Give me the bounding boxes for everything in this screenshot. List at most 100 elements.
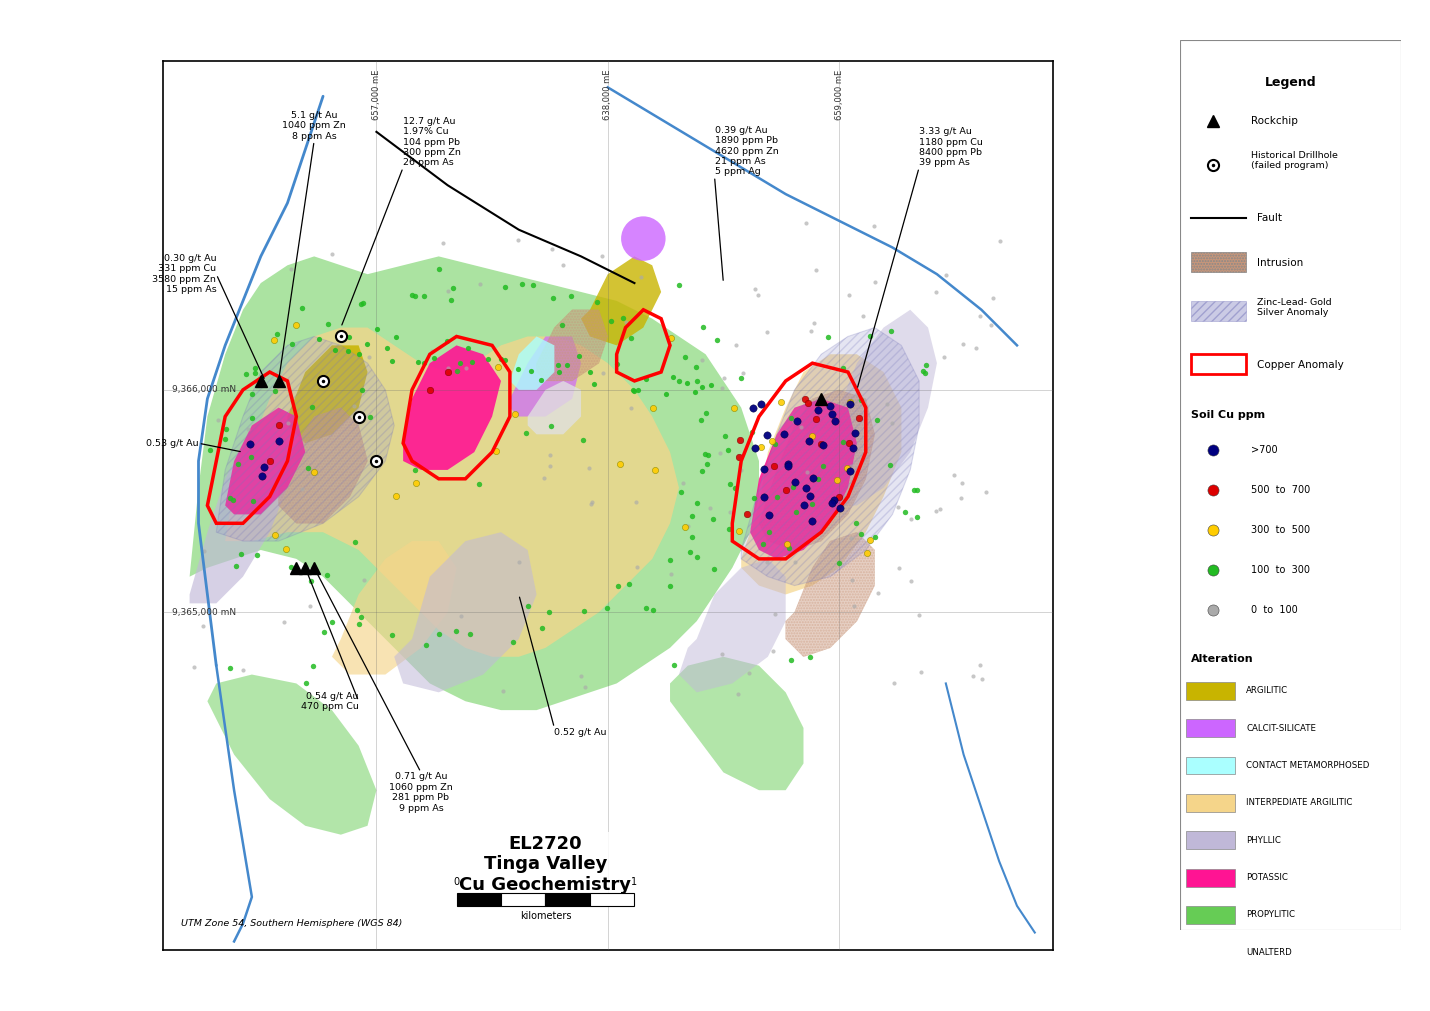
Point <box>572 432 595 448</box>
Point <box>784 554 807 570</box>
Text: kilometers: kilometers <box>519 911 571 921</box>
Bar <box>1187 756 1236 774</box>
Point <box>970 307 992 324</box>
Text: Soil Cu ppm: Soil Cu ppm <box>1191 409 1266 420</box>
Point <box>729 370 752 386</box>
Point <box>878 457 901 473</box>
Point <box>914 365 937 381</box>
Point <box>865 412 888 429</box>
Text: 12.7 g/t Au
1.97% Cu
104 ppm Pb
300 ppm Zn
26 ppm As: 12.7 g/t Au 1.97% Cu 104 ppm Pb 300 ppm … <box>403 117 460 168</box>
Point <box>655 385 678 401</box>
Point <box>795 464 818 480</box>
Text: 100  to  300: 100 to 300 <box>1251 565 1310 575</box>
Point <box>797 394 819 410</box>
Point <box>555 357 578 373</box>
Point <box>300 572 323 588</box>
Text: PROPYLITIC: PROPYLITIC <box>1246 911 1296 919</box>
Point <box>741 424 764 440</box>
Point <box>692 318 715 335</box>
Point <box>468 476 490 492</box>
Point <box>456 340 479 356</box>
Bar <box>1191 301 1246 320</box>
Point <box>661 369 684 385</box>
Point <box>635 601 658 617</box>
Polygon shape <box>395 532 536 693</box>
Point <box>460 354 483 370</box>
Point <box>674 519 696 535</box>
Point <box>267 433 290 449</box>
Point <box>905 510 928 526</box>
Polygon shape <box>207 674 376 835</box>
Point <box>839 394 862 410</box>
Point <box>226 456 249 472</box>
Point <box>851 308 874 325</box>
Point <box>749 396 772 412</box>
Point <box>350 382 373 398</box>
Point <box>798 649 821 665</box>
Point <box>353 572 376 588</box>
Polygon shape <box>741 328 919 585</box>
Point <box>276 415 299 431</box>
Point <box>668 373 691 389</box>
Point <box>403 287 426 303</box>
Point <box>809 436 832 452</box>
Text: 3.33 g/t Au
1180 ppm Cu
8400 ppm Pb
39 ppm As: 3.33 g/t Au 1180 ppm Cu 8400 ppm Pb 39 p… <box>919 127 982 168</box>
Point <box>242 493 265 510</box>
Point <box>428 261 450 277</box>
Bar <box>545 893 591 906</box>
Point <box>511 276 533 292</box>
Point <box>784 474 807 490</box>
Polygon shape <box>216 337 395 541</box>
Point <box>691 463 714 479</box>
Point <box>219 660 242 676</box>
Point <box>950 490 972 507</box>
Polygon shape <box>581 257 661 346</box>
Point <box>882 675 905 692</box>
Point <box>804 410 827 427</box>
Polygon shape <box>511 337 555 390</box>
Point <box>573 678 596 695</box>
Point <box>440 292 463 308</box>
Point <box>531 620 553 636</box>
Point <box>725 337 748 353</box>
Point <box>832 360 855 376</box>
Point <box>824 413 847 430</box>
Text: Alteration: Alteration <box>1191 654 1254 664</box>
Text: >700: >700 <box>1251 445 1277 455</box>
Circle shape <box>621 216 665 261</box>
Point <box>313 624 336 640</box>
Point <box>459 626 482 642</box>
Point <box>758 525 781 541</box>
Bar <box>1187 868 1236 887</box>
Point <box>802 314 825 331</box>
Point <box>694 446 716 462</box>
Point <box>875 396 898 412</box>
Point <box>316 567 339 583</box>
Point <box>849 391 872 407</box>
Text: Fault: Fault <box>1257 213 1283 223</box>
Bar <box>1191 252 1246 272</box>
Point <box>644 462 666 478</box>
Point <box>237 421 260 437</box>
Point <box>905 481 928 497</box>
Point <box>245 360 267 376</box>
Point <box>965 340 988 356</box>
Point <box>405 475 428 491</box>
Point <box>812 458 835 474</box>
Point <box>413 288 436 304</box>
Point <box>867 585 889 602</box>
Polygon shape <box>190 426 287 604</box>
Point <box>674 349 696 365</box>
Point <box>821 494 844 511</box>
Polygon shape <box>759 390 875 550</box>
Point <box>902 482 925 498</box>
Point <box>658 552 681 568</box>
Point <box>280 261 303 277</box>
Point <box>925 502 948 519</box>
Point <box>974 484 997 500</box>
Point <box>702 561 725 577</box>
Point <box>349 609 372 625</box>
Point <box>529 372 552 388</box>
Point <box>239 449 262 465</box>
Point <box>711 380 734 396</box>
